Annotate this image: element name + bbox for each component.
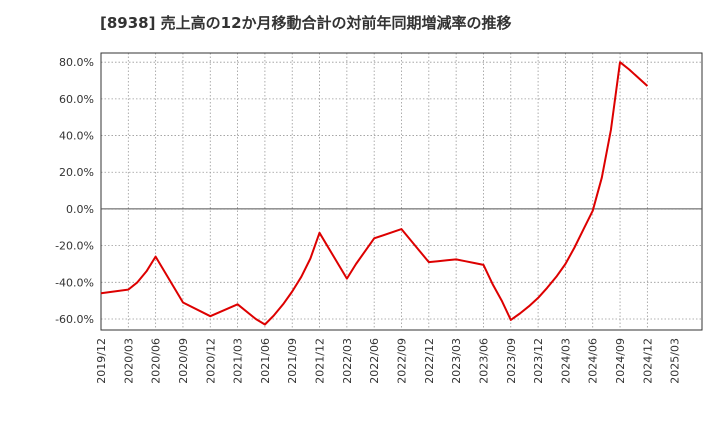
- x-tick-label: 2024/09: [614, 338, 627, 384]
- x-tick-label: 2020/03: [122, 338, 135, 384]
- y-axis-ticks: 80.0% 60.0% 40.0% 20.0% 0.0% -20.0% -40.0% -60.…: [55, 56, 94, 326]
- y-tick-label: 60.0%: [59, 93, 94, 106]
- x-tick-label: 2023/09: [505, 338, 518, 384]
- chart-title: [8938] 売上高の12か月移動合計の対前年同期増減率の推移: [100, 14, 512, 32]
- plot-frame: [100, 52, 703, 331]
- x-tick-label: 2021/03: [232, 338, 245, 384]
- y-tick-label: 0.0%: [66, 203, 94, 216]
- y-tick-label: -20.0%: [55, 240, 94, 253]
- x-tick-label: 2024/12: [641, 338, 654, 384]
- x-axis-ticks: 2019/12 2020/03 2020/06 2020/09 2020/12 2021/…: [95, 338, 682, 384]
- x-tick-label: 2022/09: [396, 338, 409, 384]
- y-tick-label: 80.0%: [59, 56, 94, 69]
- y-tick-label: -60.0%: [55, 313, 94, 326]
- x-tick-label: 2020/12: [204, 338, 217, 384]
- x-tick-label: 2024/06: [587, 338, 600, 384]
- y-tick-label: -40.0%: [55, 276, 94, 289]
- x-tick-label: 2019/12: [95, 338, 108, 384]
- x-tick-label: 2021/06: [259, 338, 272, 384]
- x-tick-label: 2023/12: [532, 338, 545, 384]
- plot-border: [100, 52, 703, 331]
- x-tick-label: 2020/06: [150, 338, 163, 384]
- x-tick-label: 2021/12: [314, 338, 327, 384]
- x-tick-label: 2023/06: [477, 338, 490, 384]
- x-tick-label: 2022/03: [341, 338, 354, 384]
- x-tick-label: 2024/03: [559, 338, 572, 384]
- y-tick-label: 20.0%: [59, 166, 94, 179]
- x-tick-label: 2020/09: [177, 338, 190, 384]
- x-tick-label: 2023/03: [450, 338, 463, 384]
- y-tick-label: 40.0%: [59, 130, 94, 143]
- x-tick-label: 2022/12: [423, 338, 436, 384]
- x-tick-label: 2022/06: [368, 338, 381, 384]
- grid-lines: [101, 53, 702, 330]
- x-tick-label: 2025/03: [669, 338, 682, 384]
- x-tick-label: 2021/09: [286, 338, 299, 384]
- series-line: [100, 61, 649, 326]
- series-layer: [100, 61, 649, 326]
